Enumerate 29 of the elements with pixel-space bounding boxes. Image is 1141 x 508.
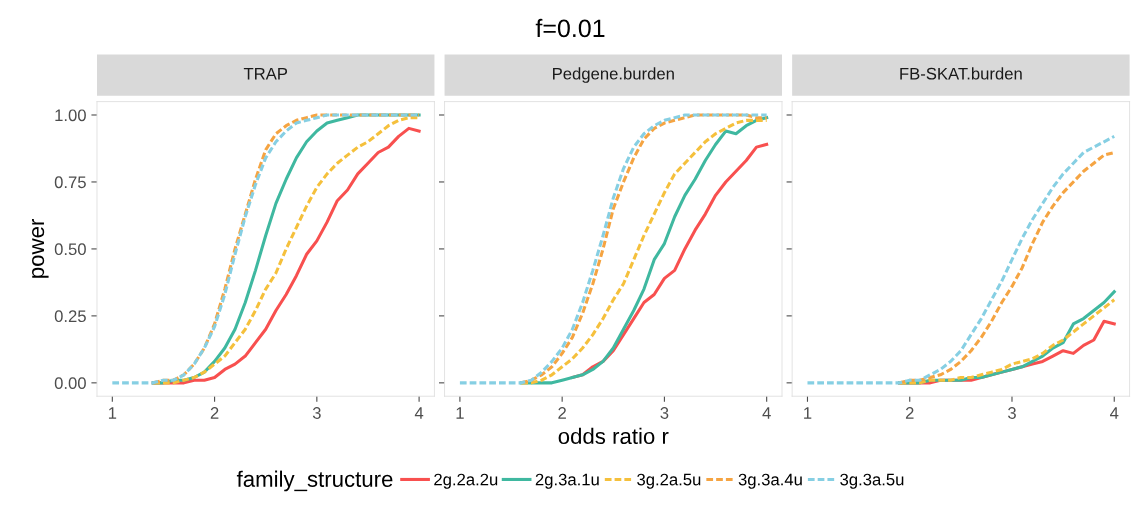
legend-label: 3g.2a.5u xyxy=(637,473,701,489)
x-tick-label: 2 xyxy=(210,407,219,419)
chart-title: Pedgene.burden xyxy=(553,67,674,83)
legend-label: 3g.3a.4u xyxy=(738,473,802,489)
y-tick-label: 0.00 xyxy=(54,377,86,390)
x-tick-label: 1 xyxy=(108,407,117,419)
x-tick-label: 2 xyxy=(905,407,914,419)
y-tick-label: 0.75 xyxy=(54,176,86,189)
y-tick-label: 1.00 xyxy=(55,109,86,122)
x-tick-label: 2 xyxy=(558,407,566,419)
text: f=0.01 xyxy=(535,18,605,38)
legend-label: 2g.2a.2u xyxy=(434,473,498,489)
legend-label: 2g.3a.1u xyxy=(535,473,599,489)
x-tick-label: 4 xyxy=(414,407,424,419)
x-tick-label: 1 xyxy=(456,407,464,419)
y-tick-label: 0.50 xyxy=(54,243,86,256)
x-tick-label: 4 xyxy=(1110,407,1119,419)
x-tick-label: 4 xyxy=(762,407,771,419)
chart-title: FB-SKAT.burden xyxy=(900,67,1022,80)
x-tick-label: 3 xyxy=(1007,407,1016,419)
x-tick-label: 3 xyxy=(312,407,321,419)
x-axis-title: odds ratio r xyxy=(558,427,669,445)
x-tick-label: 3 xyxy=(660,407,669,419)
legend-label: 3g.3a.5u xyxy=(840,473,904,489)
chart-title: TRAP xyxy=(243,67,288,80)
y-tick-label: 0.25 xyxy=(54,310,86,323)
y-axis-title: power xyxy=(32,219,49,278)
legend-title: family_structure xyxy=(236,470,393,492)
x-tick-label: 1 xyxy=(804,407,812,419)
